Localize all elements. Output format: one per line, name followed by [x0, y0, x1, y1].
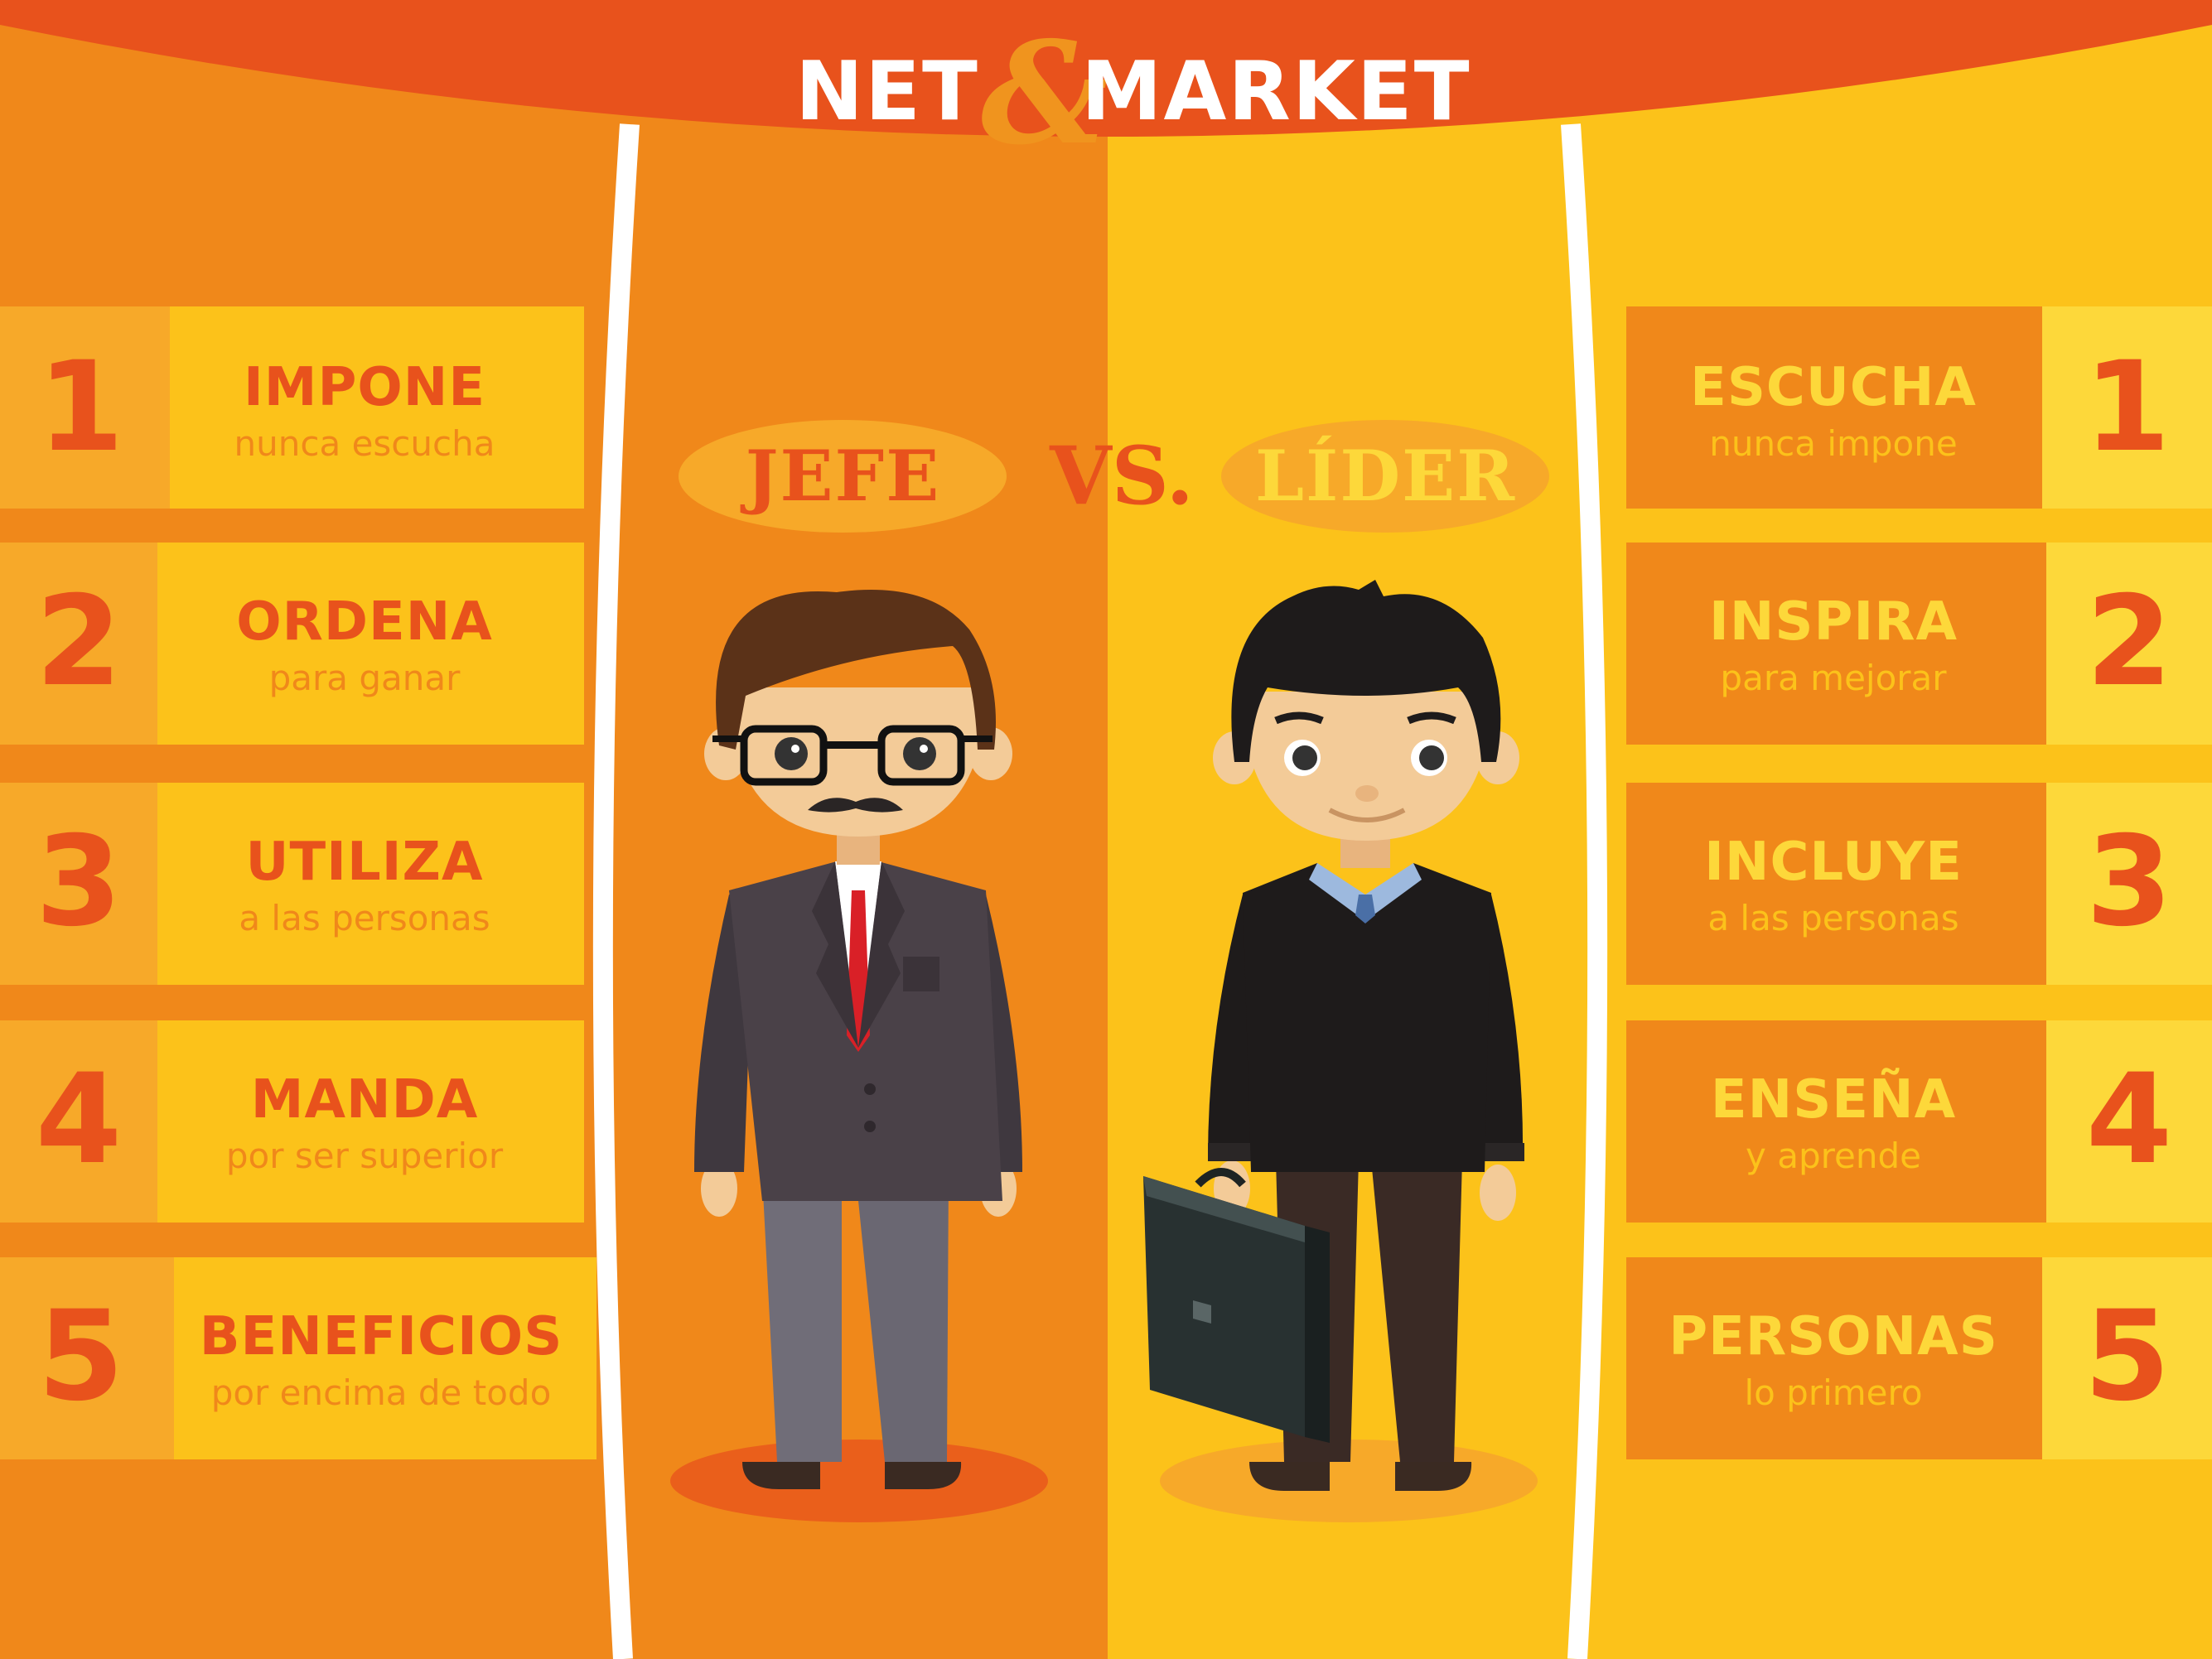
lider-item: INSPIRA para mejorar 2 — [1626, 543, 2212, 741]
lider-item: PERSONAS lo primero 5 — [1626, 1257, 2212, 1456]
jefe-item-subtitle: nunca escucha — [234, 423, 495, 464]
jefe-item-number: 5 — [37, 1285, 124, 1429]
jefe-item-title: ORDENA — [236, 591, 493, 653]
lider-item-title: PERSONAS — [1669, 1306, 1998, 1367]
lider-item-number: 5 — [2084, 1285, 2171, 1429]
lider-item: ENSEÑA y aprende 4 — [1626, 1020, 2212, 1219]
jefe-item: 3 UTILIZA a las personas — [0, 783, 584, 981]
lider-item-title: INCLUYE — [1704, 832, 1963, 893]
lider-item-number: 3 — [2085, 810, 2173, 954]
jefe-badge: JEFE — [745, 435, 941, 517]
lider-item: INCLUYE a las personas 3 — [1626, 783, 2212, 981]
brand-ampersand: & — [981, 11, 1108, 176]
lider-item-title: INSPIRA — [1709, 591, 1958, 653]
lider-item-subtitle: nunca impone — [1709, 423, 1958, 464]
lider-badge: LÍDER — [1254, 435, 1517, 517]
brand-logo: NET & MARKET — [787, 23, 1470, 164]
jefe-item-number: 2 — [35, 570, 123, 714]
jefe-row-bars — [0, 306, 596, 1459]
versus-label: VS. — [1050, 429, 1194, 523]
jefe-item-title: BENEFICIOS — [199, 1306, 563, 1367]
brand-net: NET — [795, 45, 979, 139]
lider-item-number: 1 — [2084, 335, 2171, 480]
lider-item: ESCUCHA nunca impone 1 — [1626, 308, 2212, 507]
jefe-item-number: 3 — [35, 810, 123, 954]
jefe-item-title: IMPONE — [243, 357, 486, 418]
lider-item-subtitle: para mejorar — [1720, 658, 1947, 698]
jefe-item-number: 4 — [35, 1048, 123, 1192]
lider-item-title: ENSEÑA — [1710, 1069, 1957, 1131]
lider-item-number: 2 — [2085, 570, 2173, 714]
jefe-item-subtitle: por ser superior — [225, 1136, 504, 1176]
lider-item-subtitle: lo primero — [1744, 1372, 1923, 1413]
jefe-item-number: 1 — [37, 335, 124, 480]
jefe-item: 4 MANDA por ser superior — [0, 1020, 584, 1219]
jefe-item: 1 IMPONE nunca escucha — [0, 308, 584, 507]
lider-item-subtitle: y aprende — [1746, 1136, 1921, 1176]
jefe-item-title: MANDA — [250, 1069, 479, 1131]
lider-row-bars — [1626, 306, 2212, 1459]
lider-item-subtitle: a las personas — [1707, 898, 1959, 938]
brand-market: MARKET — [1081, 45, 1471, 139]
jefe-item-subtitle: por encima de todo — [210, 1372, 552, 1413]
lider-item-title: ESCUCHA — [1690, 357, 1977, 418]
jefe-item-subtitle: a las personas — [239, 898, 490, 938]
jefe-item: 2 ORDENA para ganar — [0, 543, 584, 741]
jefe-item: 5 BENEFICIOS por encima de todo — [0, 1257, 596, 1456]
jefe-item-title: UTILIZA — [245, 832, 484, 893]
jefe-item-subtitle: para ganar — [268, 658, 461, 698]
lider-item-number: 4 — [2085, 1048, 2173, 1192]
